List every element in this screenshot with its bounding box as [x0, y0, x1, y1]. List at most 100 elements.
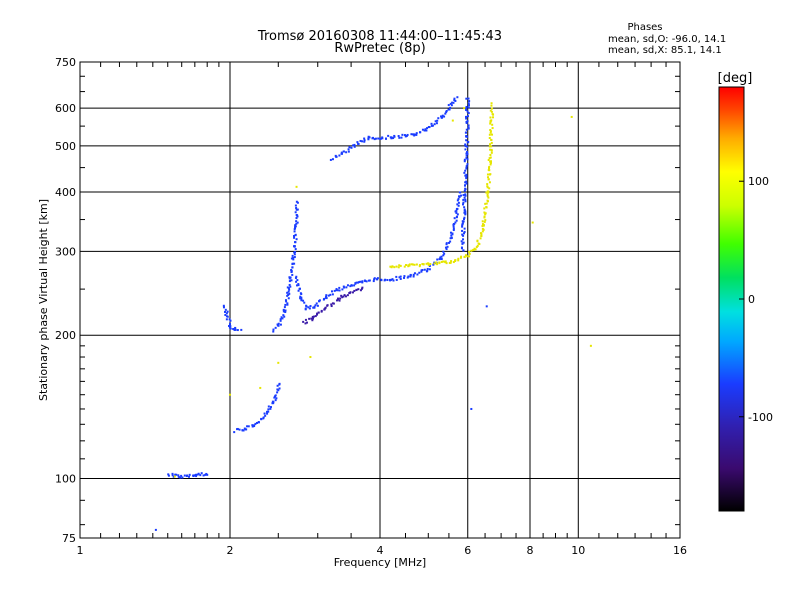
data-point — [313, 305, 316, 308]
data-point — [309, 356, 312, 359]
data-point — [570, 115, 573, 118]
data-point — [466, 163, 469, 166]
data-point — [484, 219, 487, 222]
data-point — [491, 107, 494, 110]
data-point — [465, 115, 468, 118]
data-point — [393, 135, 396, 138]
data-point — [384, 137, 387, 140]
data-point — [154, 528, 157, 531]
phases-heading: Phases — [627, 22, 662, 33]
data-point — [323, 308, 326, 311]
data-point — [323, 297, 326, 300]
data-point — [361, 140, 364, 143]
data-point — [338, 286, 341, 289]
data-point — [329, 293, 332, 296]
data-point — [330, 305, 333, 308]
data-point — [412, 275, 415, 278]
data-point — [293, 251, 296, 254]
data-point — [257, 421, 260, 424]
data-point — [465, 173, 468, 176]
data-point — [293, 262, 296, 265]
data-point — [282, 310, 285, 313]
data-point — [365, 280, 368, 283]
data-point — [300, 296, 303, 299]
colorbar-tick-label: -100 — [748, 411, 773, 424]
data-point — [263, 412, 266, 415]
data-point — [224, 308, 227, 311]
data-point — [228, 318, 231, 321]
data-point — [299, 297, 302, 300]
data-point — [345, 151, 348, 154]
data-point — [338, 154, 341, 157]
phases-x-line: mean, sd,X: 85.1, 14.1 — [608, 45, 722, 56]
data-point — [311, 315, 314, 318]
data-point — [489, 163, 492, 166]
data-point — [440, 255, 443, 258]
data-point — [269, 407, 272, 410]
data-point — [451, 119, 454, 122]
x-tick-label: 1 — [77, 544, 84, 557]
data-point — [461, 224, 464, 227]
data-point — [340, 151, 343, 154]
data-point — [490, 148, 493, 151]
data-point — [483, 207, 486, 210]
data-point — [229, 325, 232, 328]
data-point — [459, 256, 462, 259]
data-point — [465, 180, 468, 183]
data-point — [172, 475, 175, 478]
data-point — [462, 194, 465, 197]
data-point — [307, 306, 310, 309]
data-point — [286, 286, 289, 289]
data-point — [374, 137, 377, 140]
data-point — [272, 328, 275, 331]
data-point — [449, 231, 452, 234]
data-point — [463, 196, 466, 199]
data-point — [445, 262, 448, 265]
data-point — [241, 429, 244, 432]
chart-title: Tromsø 20160308 11:44:00–11:45:43 — [257, 29, 502, 44]
data-point — [354, 282, 357, 285]
data-point — [460, 246, 463, 249]
data-point — [295, 185, 298, 188]
data-point — [277, 322, 280, 325]
data-point — [411, 133, 414, 136]
data-point — [343, 294, 346, 297]
data-point — [267, 408, 270, 411]
data-point — [489, 122, 492, 125]
data-point — [246, 425, 249, 428]
data-point — [315, 302, 318, 305]
data-point — [449, 106, 452, 109]
data-point — [187, 475, 190, 478]
data-point — [267, 410, 270, 413]
data-point — [467, 127, 470, 130]
data-point — [289, 285, 292, 288]
data-point — [444, 260, 447, 263]
data-point — [425, 129, 428, 132]
data-point — [229, 393, 231, 396]
data-point — [293, 236, 296, 239]
data-point — [489, 156, 492, 159]
data-point — [348, 292, 351, 295]
data-point — [455, 207, 458, 210]
data-point — [464, 148, 467, 151]
data-point — [294, 227, 297, 230]
data-point — [465, 182, 468, 185]
data-point — [468, 250, 471, 253]
data-point — [465, 152, 468, 155]
data-point — [458, 195, 461, 198]
data-point — [175, 473, 178, 476]
phases-o-line: mean, sd,O: -96.0, 14.1 — [608, 34, 726, 45]
data-point — [349, 285, 352, 288]
data-point — [398, 264, 401, 267]
data-point — [395, 275, 398, 278]
data-point — [475, 246, 478, 249]
data-point — [296, 279, 299, 282]
data-point — [311, 319, 314, 322]
data-point — [295, 213, 298, 216]
data-point — [274, 394, 277, 397]
data-point — [463, 216, 466, 219]
data-point — [297, 284, 300, 287]
data-point — [222, 304, 225, 307]
data-point — [464, 143, 467, 146]
